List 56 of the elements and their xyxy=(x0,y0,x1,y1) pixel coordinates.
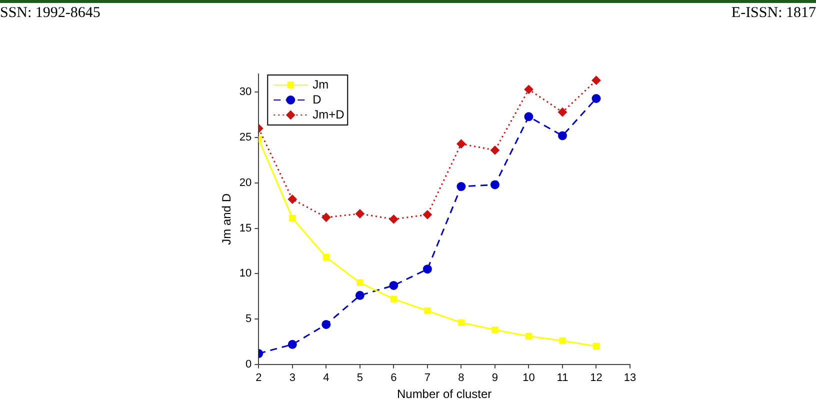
point xyxy=(490,180,500,190)
y-axis-title: Jm and D xyxy=(220,193,234,245)
text: SSN: 1992-8645 xyxy=(0,5,100,22)
point xyxy=(456,182,466,192)
point xyxy=(592,76,601,85)
point xyxy=(592,342,600,350)
point xyxy=(558,131,567,140)
point xyxy=(525,332,532,340)
x-tick-label: 9 xyxy=(492,372,498,384)
point xyxy=(322,320,331,329)
point xyxy=(458,319,465,326)
x-tick-label: 4 xyxy=(323,372,330,384)
x-tick-label: 7 xyxy=(424,372,430,384)
legend-label: Jm+D xyxy=(312,107,345,122)
x-tick-label: 11 xyxy=(556,372,568,384)
point xyxy=(524,112,534,122)
y-tick-label: 15 xyxy=(239,222,252,234)
x-tick-label: 2 xyxy=(256,372,262,384)
point xyxy=(322,212,331,222)
x-tick-label: 12 xyxy=(590,372,602,384)
point xyxy=(490,146,500,155)
point xyxy=(389,280,398,290)
y-tick-label: 10 xyxy=(239,268,252,280)
x-tick-label: 3 xyxy=(289,372,296,384)
point xyxy=(422,264,432,274)
legend-label: D xyxy=(312,92,322,106)
y-tick-label: 25 xyxy=(239,132,252,144)
point xyxy=(592,94,601,104)
legend-label: Jm xyxy=(312,77,329,92)
point xyxy=(422,210,432,220)
x-tick-label: 6 xyxy=(390,372,397,384)
point xyxy=(424,308,431,314)
point xyxy=(456,139,466,148)
x-tick-label: 13 xyxy=(624,372,636,384)
x-axis-title: Number of cluster xyxy=(396,387,492,402)
x-tick-label: 5 xyxy=(356,372,363,384)
point xyxy=(288,194,297,204)
point xyxy=(355,290,364,300)
point xyxy=(356,279,364,286)
x-tick-label: 8 xyxy=(458,372,464,384)
point xyxy=(288,340,297,349)
y-tick-label: 0 xyxy=(246,358,252,370)
point xyxy=(559,337,566,344)
point xyxy=(390,296,398,302)
point xyxy=(558,108,567,117)
point xyxy=(389,214,398,224)
y-tick-label: 5 xyxy=(246,313,252,326)
point xyxy=(322,254,330,261)
x-tick-label: 10 xyxy=(522,372,535,384)
point xyxy=(289,214,296,222)
y-tick-label: 20 xyxy=(239,176,252,189)
point xyxy=(524,84,534,94)
point xyxy=(492,326,498,334)
y-tick-label: 30 xyxy=(239,86,252,98)
point xyxy=(355,209,364,218)
text: E-ISSN: 1817 xyxy=(731,5,816,22)
